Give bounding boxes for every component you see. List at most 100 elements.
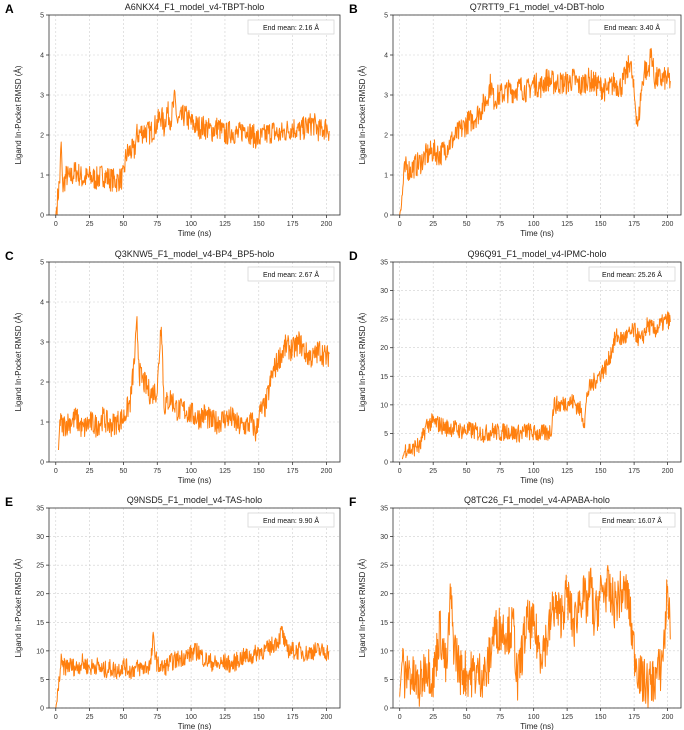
y-axis-label: Ligand In-Pocket RMSD (Å) [14,558,23,657]
y-tick-label: 3 [40,340,44,347]
y-tick-label: 0 [40,706,44,713]
series-line [399,564,671,709]
x-tick-label: 200 [662,468,674,475]
plot-area [49,15,340,215]
panel-letter: E [5,495,13,509]
annotation-box [247,266,335,282]
y-axis-label: Ligand In-Pocket RMSD (Å) [14,312,23,411]
x-tick-label: 175 [287,468,299,475]
plot-area [49,262,340,462]
annotation-box [247,512,335,528]
y-axis-label: Ligand In-Pocket RMSD (Å) [358,558,367,657]
x-tick-label: 175 [287,221,299,228]
y-axis-label: Ligand In-Pocket RMSD (Å) [14,65,23,164]
plot-frame [48,14,341,216]
panel-c: 0 25 50 75 100 125 150 175 200 0 1 2 3 4 5 C Q3KNW5_F1_m… [5,249,341,485]
y-tick-label: 4 [384,53,388,60]
x-tick-label: 25 [429,221,437,228]
y-tick-label: 1 [384,173,388,180]
x-tick-label: 25 [86,221,94,228]
y-axis-label: Ligand In-Pocket RMSD (Å) [358,65,367,164]
y-tick-label: 35 [380,506,388,513]
x-tick-label: 150 [253,221,265,228]
x-tick-label: 100 [185,221,197,228]
x-axis-label: Time (ns) [178,229,212,238]
panel-b: 0 25 50 75 100 125 150 175 200 0 1 2 3 4 5 B Q7RTT9_F1_m… [349,2,682,238]
x-tick-label: 150 [595,714,607,721]
y-tick-label: 5 [384,13,388,20]
y-tick-label: 5 [40,677,44,684]
panel-letter: C [5,249,14,263]
y-tick-label: 4 [40,53,44,60]
y-tick-label: 3 [40,93,44,100]
series-line [55,89,330,216]
panel-f: 0 25 50 75 100 125 150 175 200 0 5 10 15 20 25 30 35 F Q8T… [349,495,682,730]
y-tick-label: 20 [380,591,388,598]
annotation-text: End mean: 16.07 Å [602,516,662,525]
y-tick-label: 10 [380,402,388,409]
panel-a: 0 25 50 75 100 125 150 175 200 0 1 2 3 4 5 A A6NKX4_F1_m… [5,2,341,238]
plot-area [393,508,681,708]
y-tick-label: 2 [384,133,388,140]
x-tick-label: 150 [253,468,265,475]
x-tick-label: 0 [398,714,402,721]
y-tick-label: 5 [384,677,388,684]
x-tick-label: 75 [153,468,161,475]
y-tick-label: 5 [40,13,44,20]
x-tick-label: 75 [496,221,504,228]
x-tick-label: 75 [153,221,161,228]
x-tick-label: 100 [528,468,540,475]
y-tick-label: 25 [36,563,44,570]
y-tick-label: 1 [40,420,44,427]
y-tick-label: 0 [384,706,388,713]
x-axis-label: Time (ns) [520,229,554,238]
x-axis-label: Time (ns) [178,722,212,730]
y-tick-label: 20 [36,591,44,598]
x-tick-label: 25 [86,468,94,475]
x-tick-label: 200 [662,714,674,721]
y-tick-label: 5 [384,431,388,438]
x-tick-label: 125 [561,221,573,228]
annotation-text: End mean: 25.26 Å [602,270,662,279]
x-tick-label: 75 [153,714,161,721]
y-tick-label: 15 [380,620,388,627]
panel-e: 0 25 50 75 100 125 150 175 200 0 5 10 15 20 25 30 35 E Q9N… [5,495,341,730]
x-tick-label: 100 [185,714,197,721]
x-tick-label: 50 [463,221,471,228]
annotation-text: End mean: 2.16 Å [263,23,319,32]
panel-letter: D [349,249,358,263]
x-tick-label: 125 [219,714,231,721]
x-tick-label: 125 [561,714,573,721]
panel-letter: B [349,2,358,16]
panel-letter: F [349,495,356,509]
annotation-box [588,512,676,528]
x-tick-label: 50 [463,468,471,475]
y-tick-label: 0 [40,460,44,467]
x-tick-label: 200 [321,714,333,721]
plot-frame [48,507,341,709]
plot-frame [392,261,682,463]
plot-frame [48,261,341,463]
y-tick-label: 25 [380,317,388,324]
x-tick-label: 200 [321,221,333,228]
x-tick-label: 75 [496,468,504,475]
y-tick-label: 25 [380,563,388,570]
x-tick-label: 50 [463,714,471,721]
y-tick-label: 2 [40,133,44,140]
series-line [401,311,671,460]
annotation-text: End mean: 2.67 Å [263,270,319,279]
series-line [399,47,671,216]
chart-title: Q8TC26_F1_model_v4-APABA-holo [464,495,610,505]
x-tick-label: 125 [219,221,231,228]
x-tick-label: 100 [528,714,540,721]
x-tick-label: 175 [287,714,299,721]
x-tick-label: 150 [595,468,607,475]
y-tick-label: 35 [36,506,44,513]
x-tick-label: 175 [628,221,640,228]
x-tick-label: 100 [185,468,197,475]
x-axis-label: Time (ns) [520,476,554,485]
x-tick-label: 200 [662,221,674,228]
chart-title: Q9NSD5_F1_model_v4-TAS-holo [127,495,262,505]
x-tick-label: 150 [595,221,607,228]
